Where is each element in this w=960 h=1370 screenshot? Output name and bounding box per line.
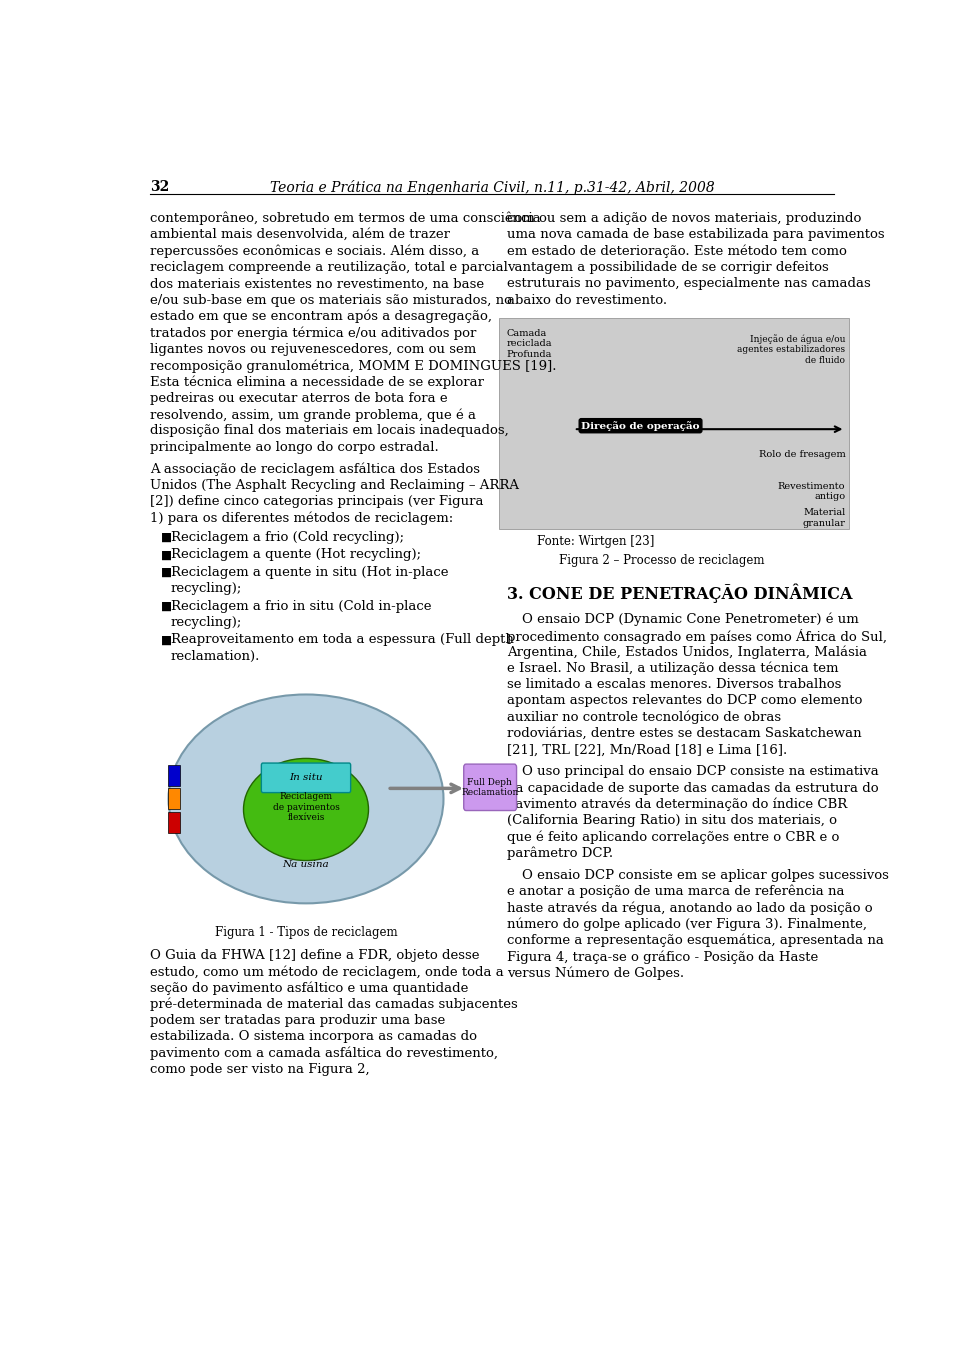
Text: Direção de operação: Direção de operação: [581, 421, 700, 430]
Text: pavimento com a camada asfáltica do revestimento,: pavimento com a camada asfáltica do reve…: [150, 1047, 497, 1060]
Text: O ensaio DCP consiste em se aplicar golpes sucessivos: O ensaio DCP consiste em se aplicar golp…: [522, 869, 889, 881]
Text: repercussões econômicas e sociais. Além disso, a: repercussões econômicas e sociais. Além …: [150, 245, 479, 258]
Text: reciclagem compreende a reutilização, total e parcial: reciclagem compreende a reutilização, to…: [150, 260, 508, 274]
Text: Reciclagem
de pavimentos
flexíveis: Reciclagem de pavimentos flexíveis: [273, 792, 340, 822]
Text: Unidos (The Asphalt Recycling and Reclaiming – ARRA: Unidos (The Asphalt Recycling and Reclai…: [150, 478, 518, 492]
Text: [2]) define cinco categorias principais (ver Figura: [2]) define cinco categorias principais …: [150, 495, 483, 508]
Text: 3. CONE DE PENETRAÇÃO DINÂMICA: 3. CONE DE PENETRAÇÃO DINÂMICA: [507, 584, 852, 603]
Text: Rolo de fresagem: Rolo de fresagem: [758, 451, 846, 459]
Text: e/ou sub-base em que os materiais são misturados, no: e/ou sub-base em que os materiais são mi…: [150, 293, 512, 307]
Text: (California Bearing Ratio) in situ dos materiais, o: (California Bearing Ratio) in situ dos m…: [507, 814, 837, 827]
Text: recomposição granulométrica, MOMM E DOMINGUES [19].: recomposição granulométrica, MOMM E DOMI…: [150, 359, 556, 373]
Text: versus Número de Golpes.: versus Número de Golpes.: [507, 967, 684, 980]
Text: Reaproveitamento em toda a espessura (Full depth: Reaproveitamento em toda a espessura (Fu…: [171, 633, 514, 647]
Text: parâmetro DCP.: parâmetro DCP.: [507, 847, 613, 860]
Bar: [168, 766, 180, 786]
Text: ■: ■: [161, 548, 172, 562]
Text: contemporâneo, sobretudo em termos de uma consciência: contemporâneo, sobretudo em termos de um…: [150, 212, 540, 226]
Text: reclamation).: reclamation).: [171, 649, 260, 663]
Text: conforme a representação esquemática, apresentada na: conforme a representação esquemática, ap…: [507, 934, 884, 948]
Text: vantagem a possibilidade de se corrigir defeitos: vantagem a possibilidade de se corrigir …: [507, 260, 828, 274]
Text: O ensaio DCP (Dynamic Cone Penetrometer) é um: O ensaio DCP (Dynamic Cone Penetrometer)…: [522, 612, 858, 626]
Text: principalmente ao longo do corpo estradal.: principalmente ao longo do corpo estrada…: [150, 441, 439, 453]
Text: Na usina: Na usina: [282, 860, 329, 869]
Bar: [168, 788, 180, 810]
Text: Figura 1 - Tipos de reciclagem: Figura 1 - Tipos de reciclagem: [215, 926, 397, 938]
Text: pavimento através da determinação do índice CBR: pavimento através da determinação do índ…: [507, 797, 847, 811]
Text: ■: ■: [161, 633, 172, 647]
Text: Reciclagem a frio (Cold recycling);: Reciclagem a frio (Cold recycling);: [171, 532, 404, 544]
Text: Camada
reciclada
Profunda: Camada reciclada Profunda: [507, 329, 552, 359]
Bar: [499, 318, 849, 529]
Text: Full Deph
Reclamation: Full Deph Reclamation: [461, 778, 518, 797]
Ellipse shape: [169, 695, 444, 903]
Text: e Israel. No Brasil, a utilização dessa técnica tem: e Israel. No Brasil, a utilização dessa …: [507, 662, 838, 675]
FancyBboxPatch shape: [261, 763, 350, 793]
Text: resolvendo, assim, um grande problema, que é a: resolvendo, assim, um grande problema, q…: [150, 408, 476, 422]
Text: em estado de deterioração. Este método tem como: em estado de deterioração. Este método t…: [507, 245, 847, 258]
Text: seção do pavimento asfáltico e uma quantidade: seção do pavimento asfáltico e uma quant…: [150, 981, 468, 995]
Text: Figura 4, traça-se o gráfico - Posição da Haste: Figura 4, traça-se o gráfico - Posição d…: [507, 951, 818, 964]
Text: ■: ■: [161, 566, 172, 578]
Text: recycling);: recycling);: [171, 616, 242, 629]
Text: A associação de reciclagem asfáltica dos Estados: A associação de reciclagem asfáltica dos…: [150, 463, 480, 475]
Text: estado em que se encontram após a desagregação,: estado em que se encontram após a desagr…: [150, 310, 492, 323]
Text: da capacidade de suporte das camadas da estrutura do: da capacidade de suporte das camadas da …: [507, 781, 878, 795]
Text: tratados por energia térmica e/ou aditivados por: tratados por energia térmica e/ou aditiv…: [150, 326, 476, 340]
Bar: [168, 811, 180, 833]
Text: ■: ■: [161, 600, 172, 612]
Text: estudo, como um método de reciclagem, onde toda a: estudo, como um método de reciclagem, on…: [150, 964, 503, 978]
Text: abaixo do revestimento.: abaixo do revestimento.: [507, 293, 667, 307]
Text: disposição final dos materiais em locais inadequados,: disposição final dos materiais em locais…: [150, 425, 509, 437]
Text: estabilizada. O sistema incorpora as camadas do: estabilizada. O sistema incorpora as cam…: [150, 1030, 477, 1044]
Text: O Guia da FHWA [12] define a FDR, objeto desse: O Guia da FHWA [12] define a FDR, objeto…: [150, 948, 479, 962]
Text: pedreiras ou executar aterros de bota fora e: pedreiras ou executar aterros de bota fo…: [150, 392, 447, 404]
Text: ■: ■: [161, 532, 172, 544]
Text: Esta técnica elimina a necessidade de se explorar: Esta técnica elimina a necessidade de se…: [150, 375, 484, 389]
Text: Reciclagem a frio in situ (Cold in-place: Reciclagem a frio in situ (Cold in-place: [171, 600, 431, 612]
Text: O uso principal do ensaio DCP consiste na estimativa: O uso principal do ensaio DCP consiste n…: [522, 766, 878, 778]
Text: Injeção de água e/ou
agentes estabilizadores
de fluido: Injeção de água e/ou agentes estabilizad…: [737, 334, 846, 364]
Text: Figura 2 – Processo de reciclagem: Figura 2 – Processo de reciclagem: [559, 553, 764, 567]
Text: como pode ser visto na Figura 2,: como pode ser visto na Figura 2,: [150, 1063, 370, 1077]
Text: com ou sem a adição de novos materiais, produzindo: com ou sem a adição de novos materiais, …: [507, 212, 861, 225]
Text: haste através da régua, anotando ao lado da posição o: haste através da régua, anotando ao lado…: [507, 901, 873, 915]
Text: ambiental mais desenvolvida, além de trazer: ambiental mais desenvolvida, além de tra…: [150, 229, 449, 241]
Text: número do golpe aplicado (ver Figura 3). Finalmente,: número do golpe aplicado (ver Figura 3).…: [507, 918, 867, 932]
Text: Material
granular: Material granular: [803, 508, 846, 527]
Bar: [150, 682, 462, 915]
Text: Argentina, Chile, Estados Unidos, Inglaterra, Malásia: Argentina, Chile, Estados Unidos, Inglat…: [507, 645, 867, 659]
Ellipse shape: [244, 759, 369, 860]
Text: ligantes novos ou rejuvenescedores, com ou sem: ligantes novos ou rejuvenescedores, com …: [150, 342, 476, 356]
Text: dos materiais existentes no revestimento, na base: dos materiais existentes no revestimento…: [150, 277, 484, 290]
Text: Teoria e Prática na Engenharia Civil, n.11, p.31-42, Abril, 2008: Teoria e Prática na Engenharia Civil, n.…: [270, 181, 714, 195]
Text: se limitado a escalas menores. Diversos trabalhos: se limitado a escalas menores. Diversos …: [507, 678, 841, 690]
Text: Reciclagem a quente in situ (Hot in-place: Reciclagem a quente in situ (Hot in-plac…: [171, 566, 448, 578]
Text: podem ser tratadas para produzir uma base: podem ser tratadas para produzir uma bas…: [150, 1014, 445, 1028]
Text: auxiliar no controle tecnológico de obras: auxiliar no controle tecnológico de obra…: [507, 711, 781, 725]
Text: e anotar a posição de uma marca de referência na: e anotar a posição de uma marca de refer…: [507, 885, 845, 899]
Text: Revestimento
antigo: Revestimento antigo: [778, 482, 846, 501]
FancyBboxPatch shape: [464, 764, 516, 811]
Text: estruturais no pavimento, especialmente nas camadas: estruturais no pavimento, especialmente …: [507, 277, 871, 290]
Text: que é feito aplicando correlações entre o CBR e o: que é feito aplicando correlações entre …: [507, 830, 839, 844]
Text: apontam aspectos relevantes do DCP como elemento: apontam aspectos relevantes do DCP como …: [507, 695, 862, 707]
Text: 1) para os diferentes métodos de reciclagem:: 1) para os diferentes métodos de recicla…: [150, 511, 453, 525]
Text: recycling);: recycling);: [171, 582, 242, 595]
Text: uma nova camada de base estabilizada para pavimentos: uma nova camada de base estabilizada par…: [507, 229, 884, 241]
Text: [21], TRL [22], Mn/Road [18] e Lima [16].: [21], TRL [22], Mn/Road [18] e Lima [16]…: [507, 744, 787, 756]
Text: In situ: In situ: [289, 773, 323, 782]
Text: rodoviárias, dentre estes se destacam Saskatchewan: rodoviárias, dentre estes se destacam Sa…: [507, 727, 861, 740]
Text: procedimento consagrado em países como África do Sul,: procedimento consagrado em países como Á…: [507, 629, 887, 644]
Text: 32: 32: [150, 181, 169, 195]
Text: Reciclagem a quente (Hot recycling);: Reciclagem a quente (Hot recycling);: [171, 548, 420, 562]
Text: Fonte: Wirtgen [23]: Fonte: Wirtgen [23]: [537, 534, 654, 548]
Text: pré-determinada de material das camadas subjacentes: pré-determinada de material das camadas …: [150, 997, 517, 1011]
